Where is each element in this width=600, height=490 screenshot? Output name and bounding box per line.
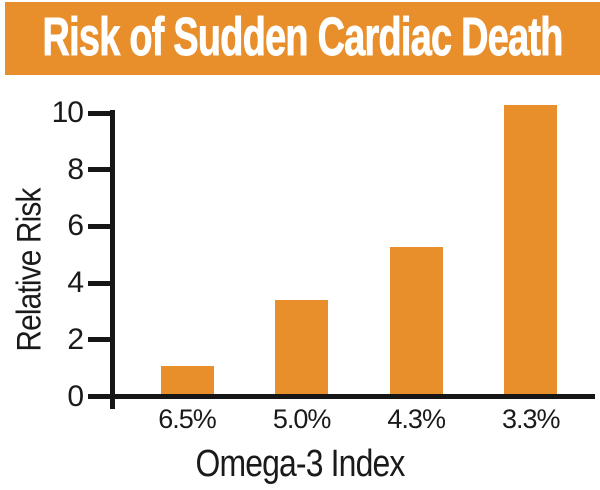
y-tick-mark [88,337,115,343]
y-tick-mark [88,110,115,116]
x-axis-line [88,394,595,399]
x-axis-title-text: Omega-3 Index [195,443,405,485]
x-tick-label: 6.5% [158,404,217,434]
y-tick-label: 2 [67,322,84,356]
y-tick-label: 6 [67,209,84,243]
x-tick-label: 4.3% [387,404,446,434]
x-tick-label: 5.0% [272,404,332,434]
y-tick-mark [88,280,115,286]
bar [504,104,558,394]
y-tick-label: 4 [67,266,84,300]
y-tick-label: 0 [67,379,84,413]
x-axis-title: Omega-3 Index [176,443,425,486]
x-tick-label: 3.3% [502,404,561,434]
y-tick-mark [88,223,115,229]
y-tick-label: 10 [51,96,84,129]
y-tick-mark [88,167,115,173]
chart-title: Risk of Sudden Cardiac Death [42,7,564,67]
title-banner: Risk of Sudden Cardiac Death [5,2,600,75]
bar [275,300,329,394]
y-tick-label: 8 [67,152,84,186]
bar [389,246,443,394]
bar [160,365,214,394]
y-axis-line [110,110,115,409]
